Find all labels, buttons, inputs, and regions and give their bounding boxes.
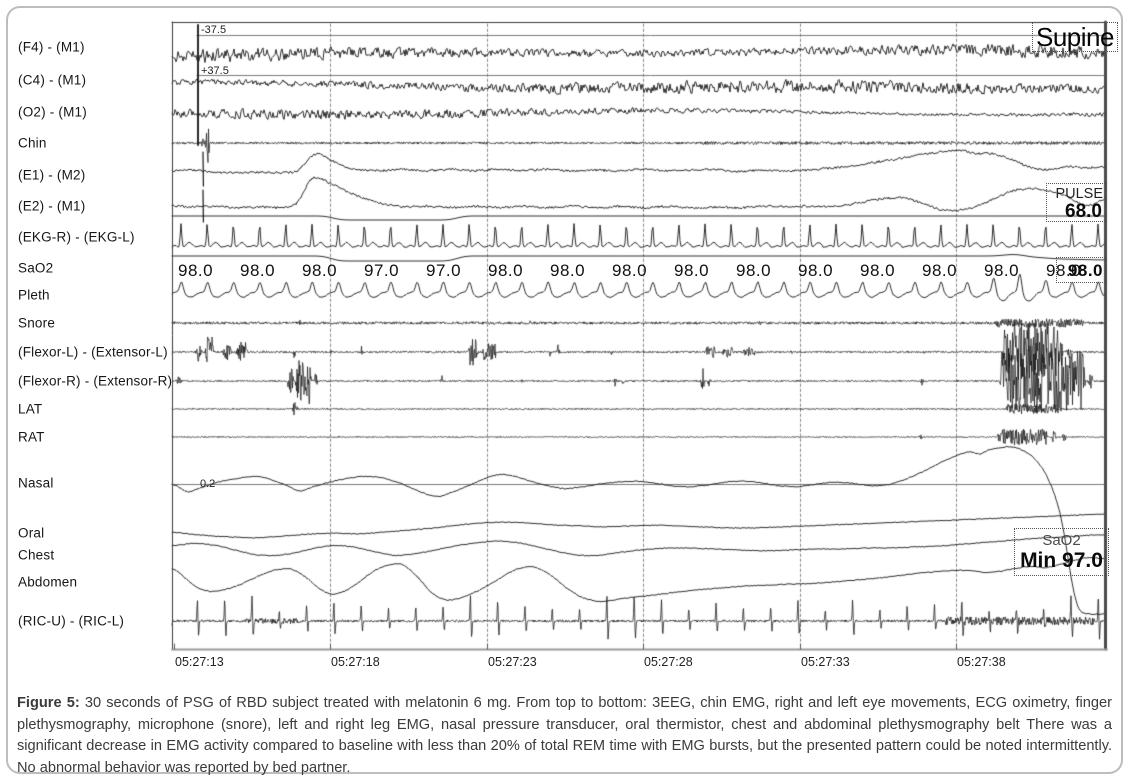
channel-label: Pleth [18,287,50,303]
time-tick-label: 05:27:33 [801,655,850,669]
channel-label: (EKG-R) - (EKG-L) [18,229,135,245]
sao2-reading: 98.0 [798,261,834,280]
pulse-value: 68.0 [1065,201,1102,222]
channel-label: RAT [18,429,45,445]
sao2-reading: 98.0 [736,261,772,280]
sao2-reading: 97.0 [426,261,462,280]
pulse-title: PULSE [1055,186,1103,202]
sao2-reading: 98.0 [178,261,214,280]
channel-label: (RIC-U) - (RIC-L) [18,613,125,629]
sao2-reading: 98.0 [674,261,710,280]
channel-label: LAT [18,401,43,417]
figure-caption-text: 30 seconds of PSG of RBD subject treated… [17,695,1113,776]
channel-label: Abdomen [18,574,78,590]
sao2-reading: 98.0 [550,261,586,280]
channel-label: Chin [18,135,47,151]
eeg-calibration-lower-label: +37.5 [201,65,229,77]
sao2-reading: 98.0 [860,261,896,280]
sao2-reading: 98.0 [612,261,648,280]
channel-label: (E1) - (M2) [18,167,86,183]
nasal-reference-label: 0.2 [200,478,216,490]
body-position-label: Supine [1036,22,1114,52]
sao2-reading: 98.0 [1046,261,1082,280]
pulse-badge: PULSE 68.0 [1046,183,1107,222]
figure-card-border [6,6,1123,774]
channel-label: (E2) - (M1) [18,198,86,214]
channel-label: (O2) - (M1) [18,104,87,120]
time-tick-label: 05:27:18 [331,655,380,669]
figure-caption: Figure 5: 30 seconds of PSG of RBD subje… [17,693,1112,778]
figure-caption-tag: Figure 5: [17,695,80,711]
sao2-current-value: 98.0 [1067,261,1103,280]
sao2-min-value: Min 97.0 [1020,549,1103,572]
channel-label: (Flexor-L) - (Extensor-L) [18,344,168,360]
eeg-calibration-upper-label: -37.5 [201,24,227,36]
channel-label: SaO2 [18,260,54,276]
time-tick-label: 05:27:23 [488,655,537,669]
channel-label: (C4) - (M1) [18,72,87,88]
channel-label: (F4) - (M1) [18,39,85,55]
body-position-badge: Supine [1032,22,1118,52]
channel-label: (Flexor-R) - (Extensor-R) [18,373,173,389]
time-tick-label: 05:27:13 [175,655,224,669]
channel-label: Snore [18,315,56,331]
sao2-reading: 98.0 [984,261,1020,280]
sao2-reading: 98.0 [488,261,524,280]
sao2-reading: 97.0 [364,261,400,280]
channel-label: Nasal [18,475,54,491]
sao2-min-badge: SaO2 Min 97.0 [1014,528,1109,576]
sao2-reading: 98.0 [922,261,958,280]
sao2-min-title: SaO2 [1042,532,1081,549]
sao2-current-badge: 98.0 [1056,257,1107,283]
sao2-reading: 98.0 [240,261,276,280]
channel-label: Oral [18,525,45,541]
channel-label: Chest [18,547,55,563]
time-tick-label: 05:27:28 [644,655,693,669]
sao2-reading: 98.0 [302,261,338,280]
time-tick-label: 05:27:38 [957,655,1006,669]
